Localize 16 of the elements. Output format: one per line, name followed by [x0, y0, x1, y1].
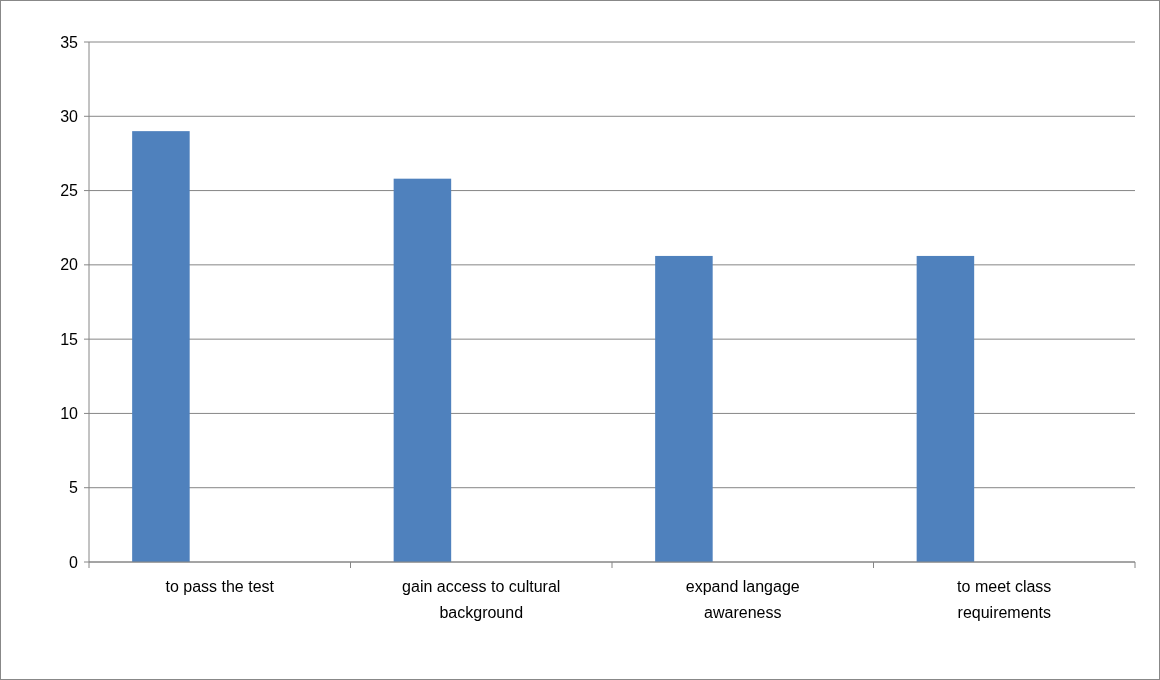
y-tick-label: 10 — [60, 405, 79, 423]
y-tick-label: 20 — [60, 256, 79, 274]
y-tick-label: 35 — [60, 33, 79, 51]
bar — [393, 178, 452, 562]
bar — [132, 131, 190, 562]
bar — [655, 255, 713, 562]
y-tick-label: 30 — [60, 107, 79, 125]
x-tick-label: gain access to cultural background — [402, 578, 561, 621]
x-tick-label: expand langage awareness — [685, 578, 800, 621]
y-tick-label: 0 — [69, 553, 79, 571]
bar — [916, 255, 975, 562]
x-tick-label: to pass the test — [165, 578, 275, 595]
y-tick-label: 5 — [69, 479, 79, 497]
y-tick-label: 25 — [60, 182, 79, 200]
x-tick-label: to meet class requirements — [957, 578, 1052, 621]
y-tick-label: 15 — [60, 330, 79, 348]
